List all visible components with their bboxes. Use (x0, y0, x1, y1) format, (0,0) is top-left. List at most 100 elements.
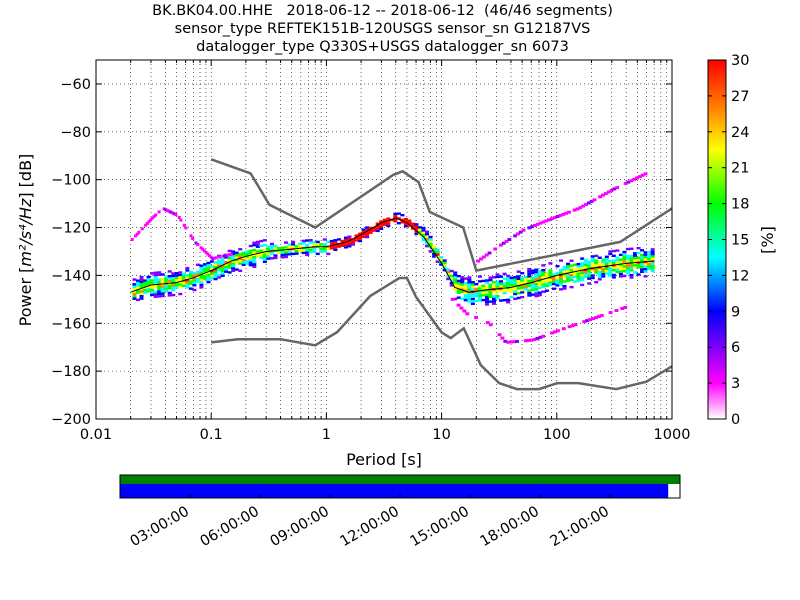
heatmap-cell (569, 276, 574, 279)
heatmap-cell (164, 287, 169, 290)
heatmap-cell (509, 288, 514, 292)
heatmap-cell (393, 219, 398, 223)
heatmap-cell (477, 287, 482, 290)
heatmap-cell (428, 238, 433, 241)
heatmap-cell (234, 258, 239, 262)
heatmap-cell (365, 231, 370, 234)
heatmap-cell (315, 252, 320, 256)
heatmap-cell (273, 256, 278, 260)
heatmap-cell (615, 256, 620, 259)
heatmap-cell (421, 233, 426, 237)
heatmap-cell (188, 275, 193, 278)
heatmap-cell (192, 274, 197, 277)
heatmap-cell (224, 270, 229, 273)
heatmap-cell (467, 281, 472, 284)
heatmap-cell (643, 265, 648, 268)
heatmap-outlier-cell (206, 252, 210, 256)
heatmap-cell (551, 280, 556, 283)
heatmap-outlier-cell (535, 336, 540, 340)
heatmap-cell (583, 266, 588, 269)
heatmap-cell (407, 219, 412, 222)
heatmap-cell (329, 242, 334, 245)
heatmap-cell (470, 295, 475, 298)
heatmap-cell (259, 256, 264, 260)
heatmap-cell (192, 279, 197, 282)
heatmap-cell (513, 297, 518, 301)
heatmap-cell (238, 269, 243, 272)
heatmap-cell (206, 264, 211, 267)
heatmap-cell (474, 299, 479, 303)
heatmap-cell (633, 252, 638, 255)
y-tick-label: −120 (51, 221, 91, 237)
heatmap-cell (185, 266, 190, 270)
heatmap-cell (432, 248, 437, 251)
heatmap-cell (347, 240, 352, 243)
heatmap-cell (544, 275, 549, 278)
heatmap-cell (336, 238, 341, 241)
heatmap-outlier-cell (606, 190, 611, 194)
heatmap-cell (573, 268, 578, 271)
heatmap-cell (428, 235, 433, 239)
heatmap-cell (312, 248, 317, 251)
heatmap-cell (470, 288, 475, 291)
heatmap-cell (509, 276, 514, 280)
heatmap-cell (506, 279, 511, 282)
heatmap-cell (474, 292, 479, 295)
heatmap-cell (516, 296, 521, 300)
heatmap-cell (262, 243, 267, 247)
timeline-tick-label: 18:00:00 (478, 504, 542, 550)
heatmap-outlier-cell (493, 247, 498, 251)
heatmap-cell (516, 277, 521, 281)
heatmap-cell (298, 244, 303, 248)
heatmap-outlier-cell (620, 307, 625, 311)
heatmap-outlier-cell (140, 227, 144, 231)
heatmap-cell (551, 273, 556, 276)
heatmap-cell (407, 221, 412, 225)
heatmap-cell (629, 266, 634, 270)
heatmap-cell (238, 262, 243, 265)
heatmap-cell (276, 246, 282, 250)
heatmap-cell (580, 283, 585, 287)
timeline-tick-label: 06:00:00 (198, 504, 262, 550)
heatmap-outlier-cell (152, 215, 156, 219)
heatmap-cell (566, 265, 571, 268)
heatmap-cell (622, 267, 627, 270)
heatmap-cell (541, 264, 546, 267)
heatmap-cell (580, 271, 585, 275)
heatmap-cell (643, 275, 648, 278)
heatmap-cell (492, 280, 497, 284)
heatmap-cell (291, 252, 296, 256)
heatmap-cell (202, 270, 207, 273)
heatmap-cell (174, 276, 179, 280)
heatmap-cell (562, 268, 567, 271)
heatmap-cell (537, 293, 542, 297)
heatmap-cell (171, 279, 176, 282)
heatmap-cell (308, 250, 313, 254)
heatmap-cell (291, 245, 296, 248)
heatmap-cell (224, 260, 229, 264)
heatmap-outlier-cell (202, 249, 206, 253)
heatmap-cell (643, 251, 648, 254)
heatmap-cell (636, 273, 641, 276)
heatmap-outlier-cell (609, 188, 614, 192)
heatmap-cell (396, 212, 401, 215)
heatmap-cell (618, 258, 623, 261)
heatmap-cell (435, 253, 440, 256)
heatmap-cell (238, 248, 243, 251)
heatmap-cell (220, 262, 225, 265)
heatmap-outlier-cell (174, 213, 178, 217)
heatmap-cell (492, 276, 497, 279)
heatmap-cell (375, 227, 380, 230)
heatmap-cell (618, 268, 623, 271)
heatmap-cell (185, 276, 190, 279)
heatmap-cell (488, 276, 493, 279)
heatmap-outlier-cell (626, 180, 631, 184)
heatmap-cell (312, 250, 317, 253)
heatmap-cell (629, 269, 634, 272)
heatmap-cell (157, 271, 162, 274)
heatmap-cell (643, 263, 648, 266)
heatmap-cell (601, 275, 606, 278)
heatmap-cell (414, 225, 419, 228)
heatmap-cell (241, 251, 246, 255)
heatmap-outlier-cell (623, 306, 628, 310)
